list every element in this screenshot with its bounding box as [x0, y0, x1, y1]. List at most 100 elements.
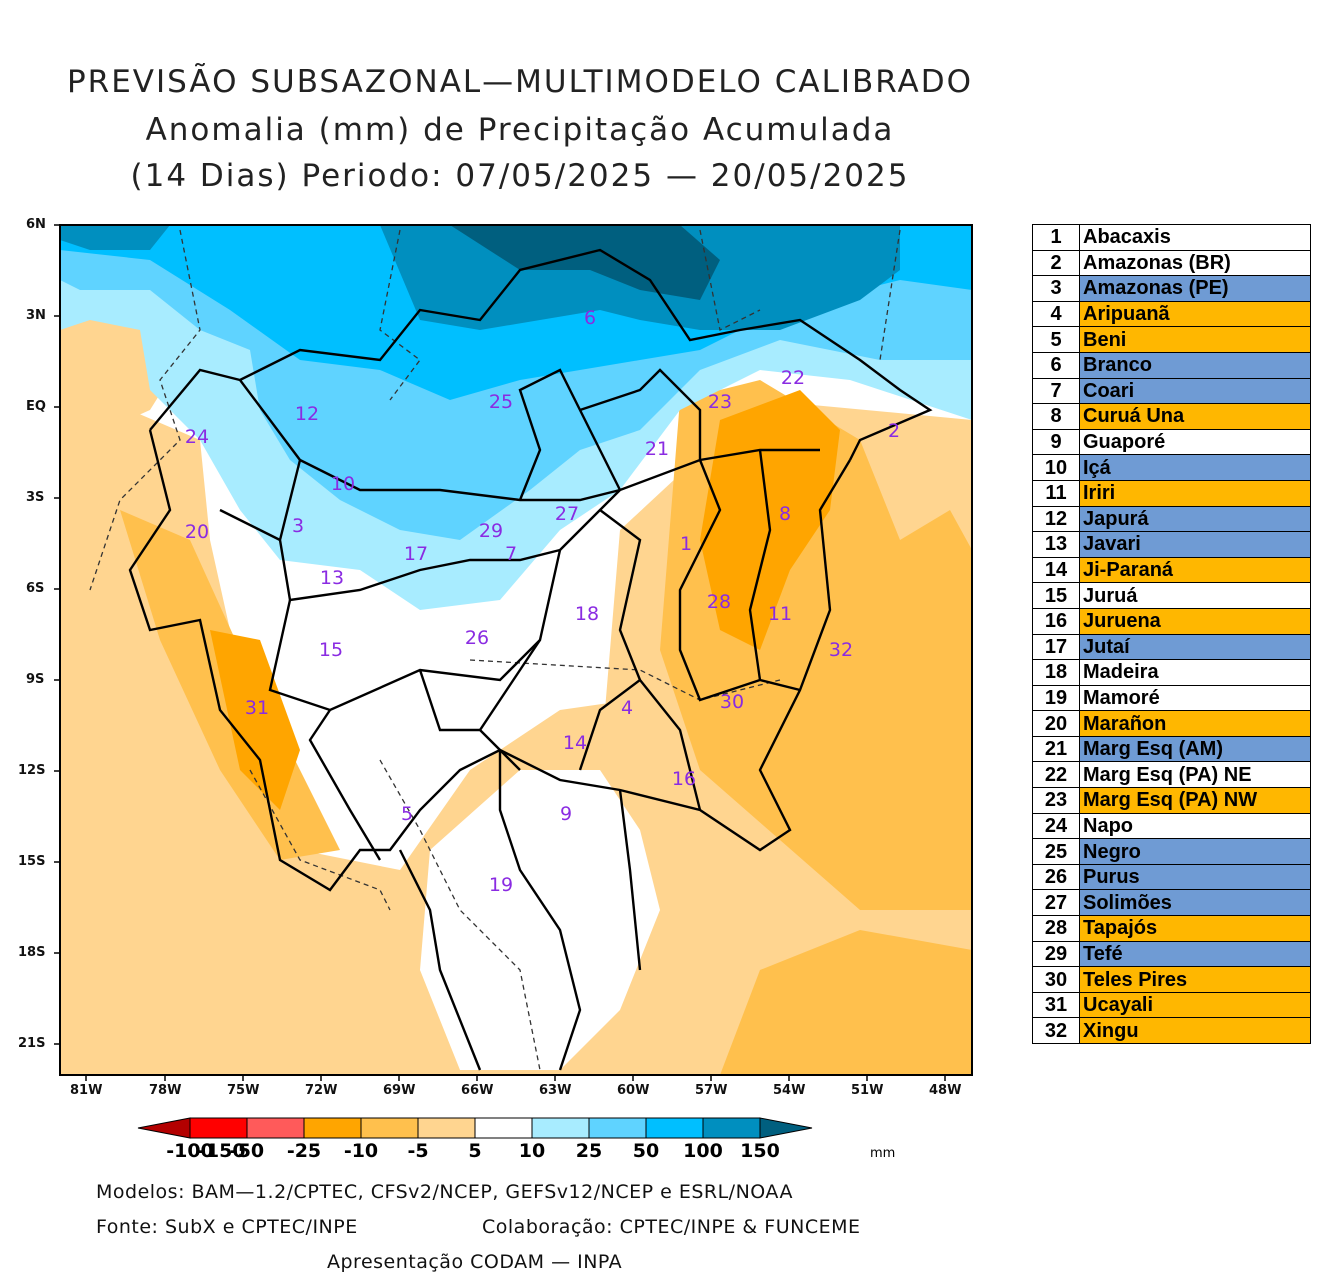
legend-basin-name: Ucayali — [1079, 991, 1311, 1019]
colorbar-tick-label: 10 — [519, 1140, 545, 1162]
legend-basin-name: Tapajós — [1079, 915, 1311, 942]
legend-number: 28 — [1032, 915, 1080, 942]
legend-basin-name: Branco — [1079, 351, 1311, 379]
legend-row: 11 Iriri — [1032, 479, 1311, 507]
legend-basin-name: Mamoré — [1079, 684, 1311, 712]
colorbar: -150 -100 -50 -25 -10 -5 5 10 25 50 100 150 mm — [130, 1112, 910, 1182]
legend-row: 24 Napo — [1032, 812, 1311, 840]
legend-row: 29 Tefé — [1032, 940, 1311, 968]
legend-row: 27 Solimões — [1032, 889, 1311, 917]
country-borders — [89, 229, 901, 1071]
legend-row: 4 Aripuanã — [1032, 300, 1311, 328]
lon-label: 69W — [383, 1083, 416, 1098]
anomaly-area — [450, 225, 720, 300]
legend-row: 19 Mamoré — [1032, 684, 1311, 712]
basin-number: 5 — [401, 803, 413, 825]
legend-row: 2 Amazonas (BR) — [1032, 249, 1311, 277]
legend-number: 14 — [1032, 556, 1080, 584]
legend-row: 23 Marg Esq (PA) NW — [1032, 787, 1311, 814]
lat-label: 6N — [26, 217, 46, 232]
footer-models: Modelos: BAM—1.2/CPTEC, CFSv2/NCEP, GEFS… — [96, 1181, 793, 1203]
basin-number: 25 — [489, 391, 513, 413]
colorbar-svg: -150-100 -50 -25 -10 -5 5 10 25 50 100 150 mm — [137, 1117, 895, 1162]
legend-basin-name: Tefé — [1079, 940, 1311, 968]
lon-label: 81W — [70, 1083, 103, 1098]
colorbar-unit: mm — [870, 1146, 895, 1161]
colorbar-segment — [246, 1117, 305, 1139]
legend-number: 20 — [1032, 710, 1080, 737]
colorbar-end-low — [137, 1117, 191, 1139]
lon-label: 60W — [617, 1083, 650, 1098]
lon-label: 51W — [851, 1083, 884, 1098]
basin-number: 11 — [768, 603, 792, 625]
basin-number: 17 — [404, 543, 428, 565]
legend-number: 29 — [1032, 940, 1080, 968]
legend-row: 10 Içá — [1032, 454, 1311, 481]
legend-number: 30 — [1032, 966, 1080, 993]
legend-row: 6 Branco — [1032, 351, 1311, 379]
colorbar-tick-label: 50 — [633, 1140, 659, 1162]
basin-number: 19 — [489, 874, 513, 896]
legend-basin-name: Aripuanã — [1079, 300, 1311, 328]
legend-number: 26 — [1032, 863, 1080, 891]
basin-number: 28 — [707, 591, 731, 613]
precipitation-map: 1 2 3 4 5 6 7 8 9 10 11 12 13 14 15 16 1… — [0, 210, 1000, 1100]
colorbar-tick-label: -5 — [407, 1140, 428, 1162]
legend-row: 7 Coari — [1032, 377, 1311, 405]
map-frame — [59, 224, 973, 1076]
lon-label: 57W — [695, 1083, 728, 1098]
legend-basin-name: Jutaí — [1079, 633, 1311, 661]
legend-basin-name: Curuá Una — [1079, 403, 1311, 430]
map-svg: 1 2 3 4 5 6 7 8 9 10 11 12 13 14 15 16 1… — [54, 224, 973, 1081]
legend-row: 17 Jutaí — [1032, 633, 1311, 661]
anomaly-area — [60, 225, 170, 250]
lon-label: 66W — [461, 1083, 494, 1098]
lat-label: 12S — [18, 763, 46, 778]
lat-label: 15S — [18, 854, 46, 869]
legend-number: 3 — [1032, 275, 1080, 302]
legend-number: 27 — [1032, 889, 1080, 917]
lon-label: 63W — [539, 1083, 572, 1098]
legend-row: 21 Marg Esq (AM) — [1032, 735, 1311, 763]
legend-basin-name: Negro — [1079, 838, 1311, 865]
basin-number: 22 — [781, 367, 805, 389]
legend-number: 19 — [1032, 684, 1080, 712]
footer-presentation: Apresentação CODAM — INPA — [327, 1251, 623, 1273]
colorbar-segment — [531, 1117, 590, 1139]
basin-number: 20 — [185, 521, 209, 543]
colorbar-tick-label: 150 — [740, 1140, 780, 1162]
legend-number: 18 — [1032, 659, 1080, 686]
legend-number: 21 — [1032, 735, 1080, 763]
legend-basin-name: Guaporé — [1079, 428, 1311, 456]
legend-basin-name: Amazonas (BR) — [1079, 249, 1311, 277]
basin-number: 30 — [720, 691, 744, 713]
basin-number: 18 — [575, 603, 599, 625]
legend-number: 8 — [1032, 403, 1080, 430]
basin-number: 9 — [560, 803, 572, 825]
basin-number: 13 — [320, 567, 344, 589]
lon-label: 72W — [305, 1083, 338, 1098]
legend-basin-name: Madeira — [1079, 659, 1311, 686]
legend-row: 22 Marg Esq (PA) NE — [1032, 761, 1311, 789]
legend-number: 10 — [1032, 454, 1080, 481]
lat-label: 21S — [18, 1036, 46, 1051]
basin-boundaries — [128, 248, 933, 1071]
axis-ticks — [54, 224, 946, 1081]
basin-number: 31 — [245, 697, 269, 719]
legend-basin-name: Marañon — [1079, 710, 1311, 737]
legend-basin-name: Purus — [1079, 863, 1311, 891]
footer-collab: Colaboração: CPTEC/INPE & FUNCEME — [482, 1216, 861, 1238]
title-line2: Anomalia (mm) de Precipitação Acumulada — [145, 112, 895, 148]
legend-row: 31 Ucayali — [1032, 991, 1311, 1019]
legend-basin-name: Iriri — [1079, 479, 1311, 507]
colorbar-tick-label: -50 — [230, 1140, 264, 1162]
legend-basin-name: Japurá — [1079, 505, 1311, 533]
legend-basin-name: Marg Esq (PA) NE — [1079, 761, 1311, 789]
colorbar-tick-label: -150 — [198, 1140, 246, 1162]
legend-basin-name: Marg Esq (PA) NW — [1079, 787, 1311, 814]
legend-basin-name: Xingu — [1079, 1017, 1311, 1044]
legend-basin-name: Amazonas (PE) — [1079, 275, 1311, 302]
colorbar-segment — [645, 1117, 704, 1139]
basin-number: 2 — [888, 420, 900, 442]
legend-number: 15 — [1032, 582, 1080, 609]
